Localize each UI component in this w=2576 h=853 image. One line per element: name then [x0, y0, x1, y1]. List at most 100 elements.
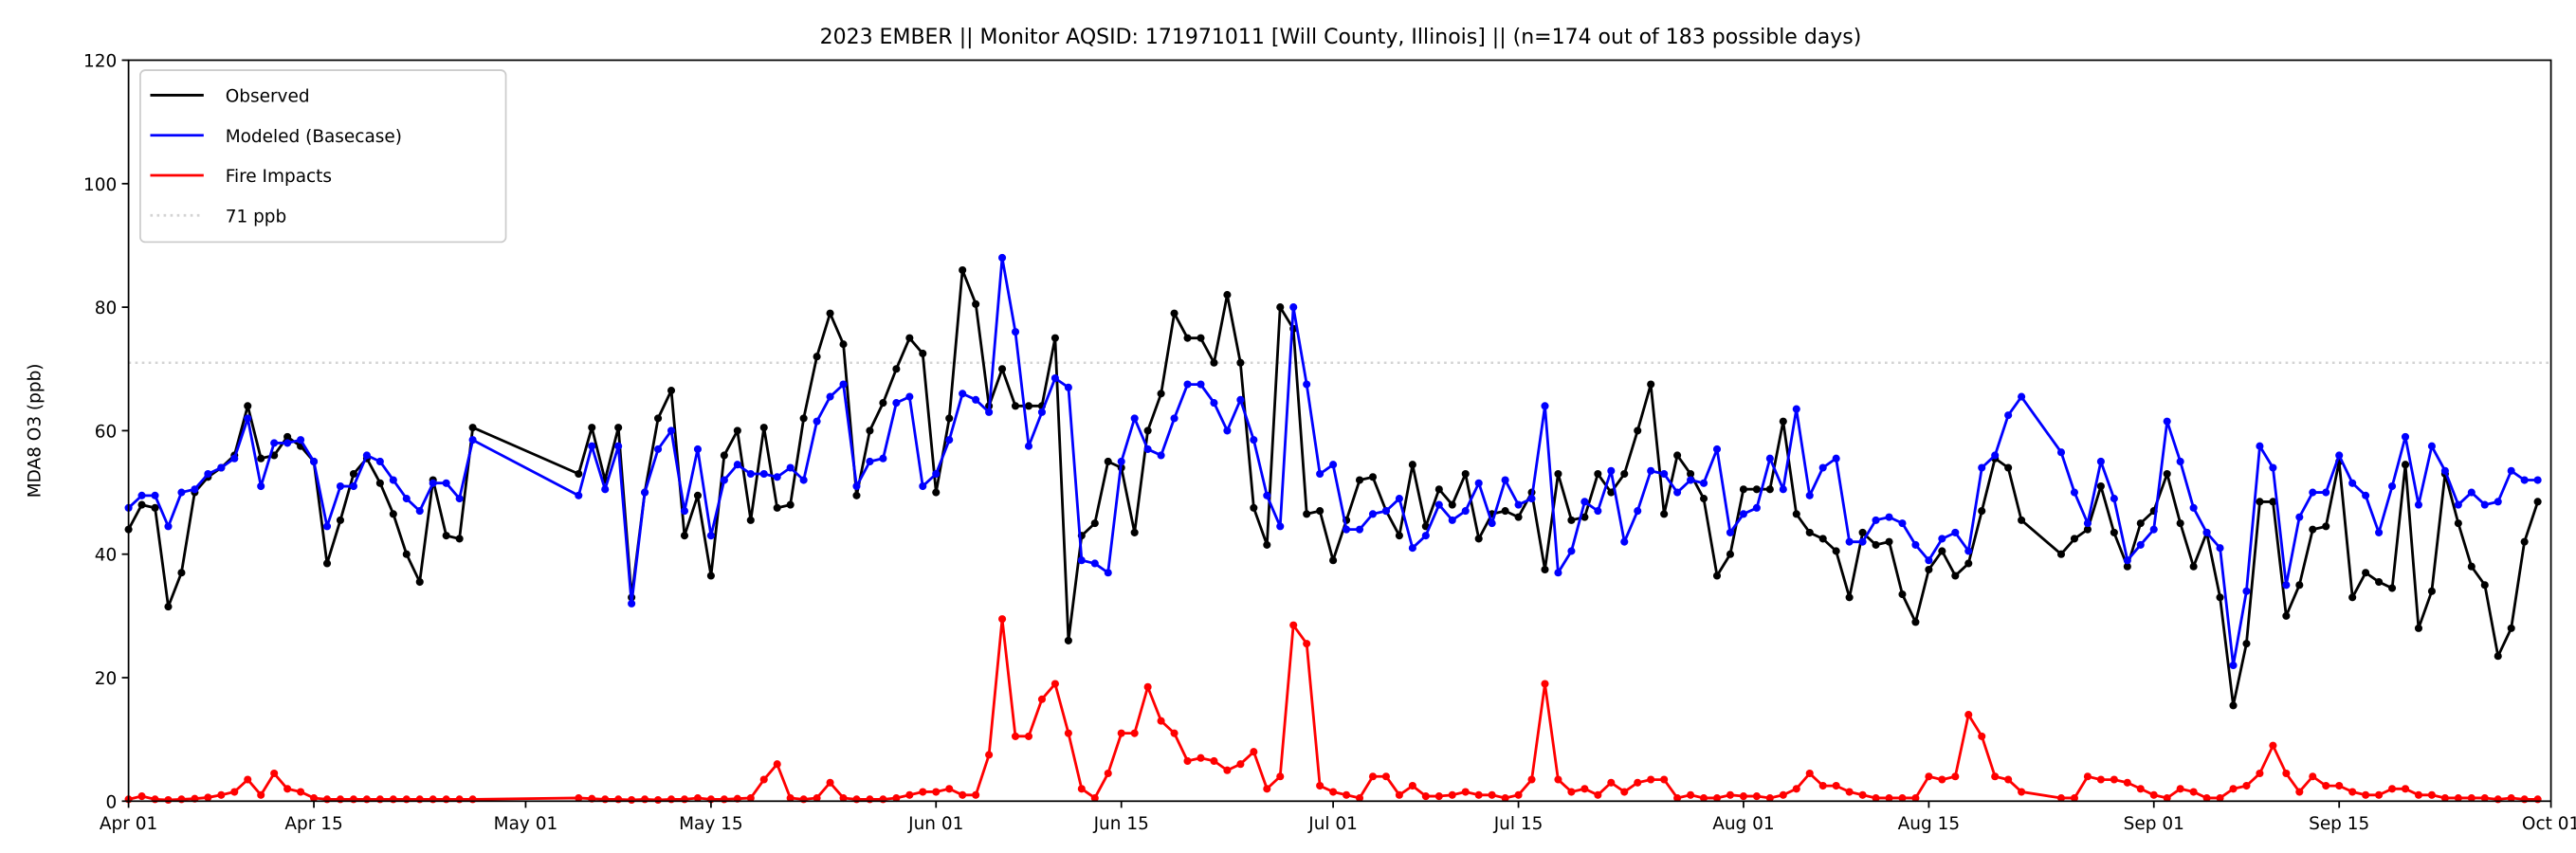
data-point	[1408, 461, 1416, 469]
data-point	[1395, 495, 1403, 503]
x-tick-label: Jul 15	[1493, 814, 1544, 834]
data-point	[137, 500, 146, 509]
data-point	[2427, 442, 2436, 450]
data-point	[1673, 488, 1682, 497]
data-point	[375, 457, 384, 466]
data-point	[151, 503, 159, 512]
data-point	[2414, 790, 2423, 799]
data-point	[693, 491, 702, 499]
data-point	[1408, 781, 1416, 790]
data-point	[1421, 792, 1430, 801]
data-point	[945, 785, 954, 793]
data-point	[826, 778, 834, 787]
data-point	[1157, 717, 1165, 725]
data-point	[1303, 510, 1311, 518]
data-point	[1607, 778, 1616, 787]
data-point	[1077, 556, 1086, 565]
data-point	[1448, 516, 1456, 524]
data-point	[2507, 794, 2515, 803]
data-point	[1991, 451, 2000, 460]
data-point	[2440, 466, 2449, 475]
data-point	[720, 476, 728, 484]
data-point	[204, 469, 212, 479]
data-point	[1303, 640, 1311, 648]
data-point	[1011, 732, 1020, 740]
data-point	[1263, 491, 1271, 499]
data-point	[2348, 479, 2357, 487]
data-point	[1938, 775, 1946, 784]
series-fire-impacts	[124, 615, 2542, 805]
data-point	[2520, 476, 2529, 484]
data-point	[1050, 334, 1059, 342]
y-tick-label: 0	[105, 792, 117, 812]
data-point	[786, 794, 795, 803]
data-point	[959, 265, 967, 275]
data-point	[1832, 781, 1840, 790]
data-point	[1077, 785, 1086, 793]
data-point	[2202, 528, 2211, 536]
data-point	[1726, 528, 1735, 536]
data-point	[1104, 569, 1112, 577]
data-point	[959, 390, 967, 398]
data-point	[1501, 794, 1509, 803]
data-point	[2004, 775, 2013, 784]
x-tick-label: Jul 01	[1307, 814, 1358, 834]
data-point	[455, 495, 464, 503]
data-point	[297, 436, 305, 445]
data-point	[2322, 781, 2330, 790]
data-point	[1938, 535, 1946, 543]
data-point	[905, 334, 914, 342]
data-point	[759, 424, 768, 432]
data-point	[2295, 788, 2304, 796]
data-point	[1488, 519, 1496, 528]
data-point	[217, 790, 226, 799]
x-tick-label: Jun 01	[907, 814, 963, 834]
data-point	[959, 790, 967, 799]
data-point	[151, 491, 159, 499]
data-point	[1527, 775, 1536, 784]
series-modeled-basecase	[124, 253, 2542, 670]
data-point	[1567, 788, 1576, 796]
data-point	[1872, 794, 1880, 803]
data-point	[852, 481, 861, 491]
data-point	[468, 436, 477, 445]
data-point	[2056, 794, 2066, 803]
data-point	[2123, 562, 2131, 571]
data-point	[1858, 790, 1867, 799]
data-point	[1064, 383, 1072, 391]
data-point	[2136, 519, 2145, 528]
data-point	[1329, 556, 1338, 565]
data-point	[1329, 461, 1338, 469]
data-point	[2163, 794, 2171, 803]
data-point	[1792, 785, 1800, 793]
data-point	[1104, 769, 1112, 778]
x-tick-label: May 15	[679, 814, 743, 834]
data-point	[1647, 380, 1655, 389]
data-point	[1699, 479, 1708, 487]
data-point	[1381, 772, 1391, 781]
data-point	[1210, 358, 1218, 367]
data-point	[2467, 488, 2476, 497]
data-point	[389, 476, 397, 484]
data-point	[1911, 794, 1920, 803]
data-point	[1501, 476, 1509, 484]
y-tick-label: 100	[83, 175, 117, 195]
data-point	[137, 491, 146, 499]
data-point	[1792, 510, 1800, 518]
chart-title: 2023 EMBER || Monitor AQSID: 171971011 […	[820, 26, 1862, 49]
data-point	[2348, 593, 2357, 602]
data-point	[2110, 775, 2118, 784]
data-point	[1554, 469, 1562, 479]
data-point	[1554, 569, 1562, 577]
data-point	[1726, 790, 1735, 799]
data-point	[733, 461, 741, 469]
data-point	[1474, 790, 1483, 799]
data-point	[322, 559, 332, 568]
data-point	[1911, 618, 1920, 626]
data-point	[177, 488, 186, 497]
data-point	[1170, 414, 1178, 423]
data-point	[1620, 537, 1629, 546]
data-point	[1037, 695, 1046, 703]
data-point	[919, 349, 927, 358]
data-point	[2096, 457, 2105, 466]
